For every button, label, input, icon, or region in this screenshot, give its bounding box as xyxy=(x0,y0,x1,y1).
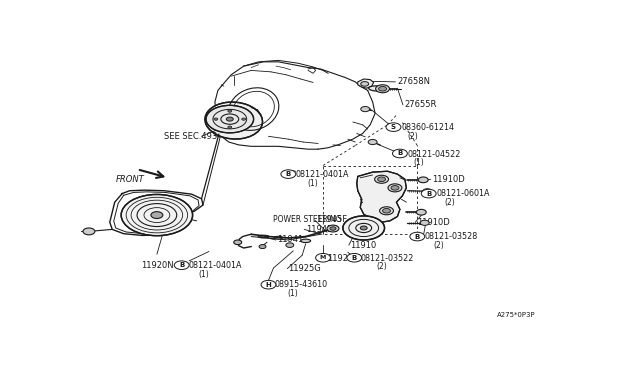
Circle shape xyxy=(388,184,402,192)
Circle shape xyxy=(419,177,428,183)
Circle shape xyxy=(423,189,431,194)
Text: POWER STEERING: POWER STEERING xyxy=(273,215,342,224)
Text: 08121-03528: 08121-03528 xyxy=(425,232,478,241)
Circle shape xyxy=(286,243,294,247)
Text: M: M xyxy=(320,255,326,260)
Circle shape xyxy=(151,212,163,218)
Text: (1): (1) xyxy=(198,270,209,279)
Circle shape xyxy=(234,240,242,244)
Circle shape xyxy=(327,225,339,232)
Text: 27655R: 27655R xyxy=(405,100,437,109)
Circle shape xyxy=(83,228,95,235)
Circle shape xyxy=(379,86,387,91)
Text: (2): (2) xyxy=(433,241,444,250)
Text: FRONT: FRONT xyxy=(116,175,145,184)
Circle shape xyxy=(316,253,330,262)
Polygon shape xyxy=(356,171,406,222)
Circle shape xyxy=(174,261,189,269)
Circle shape xyxy=(121,195,193,236)
Text: SEE SEC.493: SEE SEC.493 xyxy=(164,132,218,141)
Circle shape xyxy=(380,207,394,215)
Circle shape xyxy=(410,232,425,241)
Ellipse shape xyxy=(369,86,385,91)
Circle shape xyxy=(242,118,246,120)
Text: B: B xyxy=(351,255,357,261)
Circle shape xyxy=(228,126,232,128)
Circle shape xyxy=(421,189,436,198)
Circle shape xyxy=(343,216,385,240)
Text: 11925M: 11925M xyxy=(327,254,360,263)
Polygon shape xyxy=(358,79,374,88)
Ellipse shape xyxy=(205,102,262,139)
Circle shape xyxy=(330,227,336,230)
Text: B: B xyxy=(397,151,403,157)
Circle shape xyxy=(360,226,367,230)
Circle shape xyxy=(391,186,399,190)
Circle shape xyxy=(383,208,390,213)
Text: (2): (2) xyxy=(408,132,418,141)
Text: A275*0P3P: A275*0P3P xyxy=(497,312,535,318)
Circle shape xyxy=(214,118,218,120)
Text: 08121-0401A: 08121-0401A xyxy=(188,261,242,270)
Text: 11910D: 11910D xyxy=(432,175,465,184)
Circle shape xyxy=(416,209,426,215)
Text: 08121-0401A: 08121-0401A xyxy=(296,170,349,179)
Text: 11925G: 11925G xyxy=(288,264,321,273)
Circle shape xyxy=(347,253,362,262)
Circle shape xyxy=(420,220,429,225)
Text: B: B xyxy=(179,262,184,268)
Circle shape xyxy=(386,123,401,131)
Text: 11920N: 11920N xyxy=(141,261,173,270)
Circle shape xyxy=(261,280,276,289)
Text: 08915-43610: 08915-43610 xyxy=(275,280,328,289)
Text: 11941: 11941 xyxy=(277,235,303,244)
Text: B: B xyxy=(415,234,420,240)
Circle shape xyxy=(376,85,390,93)
Circle shape xyxy=(206,105,253,133)
Text: 11910: 11910 xyxy=(350,241,376,250)
Circle shape xyxy=(378,177,385,182)
Text: 08121-0601A: 08121-0601A xyxy=(436,189,490,198)
Text: (1): (1) xyxy=(413,158,424,167)
Circle shape xyxy=(259,244,266,248)
Circle shape xyxy=(281,170,296,179)
Text: 27658N: 27658N xyxy=(397,77,431,86)
Circle shape xyxy=(392,149,408,158)
Text: (2): (2) xyxy=(445,198,455,207)
Circle shape xyxy=(368,140,377,145)
Circle shape xyxy=(228,110,232,112)
Text: 08121-04522: 08121-04522 xyxy=(408,150,461,158)
Circle shape xyxy=(374,175,388,183)
Text: 11945F: 11945F xyxy=(317,215,348,224)
Text: B: B xyxy=(426,190,431,196)
Circle shape xyxy=(361,106,370,112)
Text: S: S xyxy=(391,124,396,130)
Circle shape xyxy=(361,81,369,86)
Text: (1): (1) xyxy=(287,289,298,298)
Text: 08121-03522: 08121-03522 xyxy=(360,254,413,263)
Text: 11945E: 11945E xyxy=(306,225,338,234)
Circle shape xyxy=(227,117,233,121)
Text: (2): (2) xyxy=(376,262,387,271)
Text: H: H xyxy=(266,282,271,288)
Text: B: B xyxy=(285,171,291,177)
Text: (1): (1) xyxy=(307,179,318,188)
Text: 08360-61214: 08360-61214 xyxy=(401,123,454,132)
Text: 11910D: 11910D xyxy=(417,218,450,227)
Ellipse shape xyxy=(301,239,310,243)
